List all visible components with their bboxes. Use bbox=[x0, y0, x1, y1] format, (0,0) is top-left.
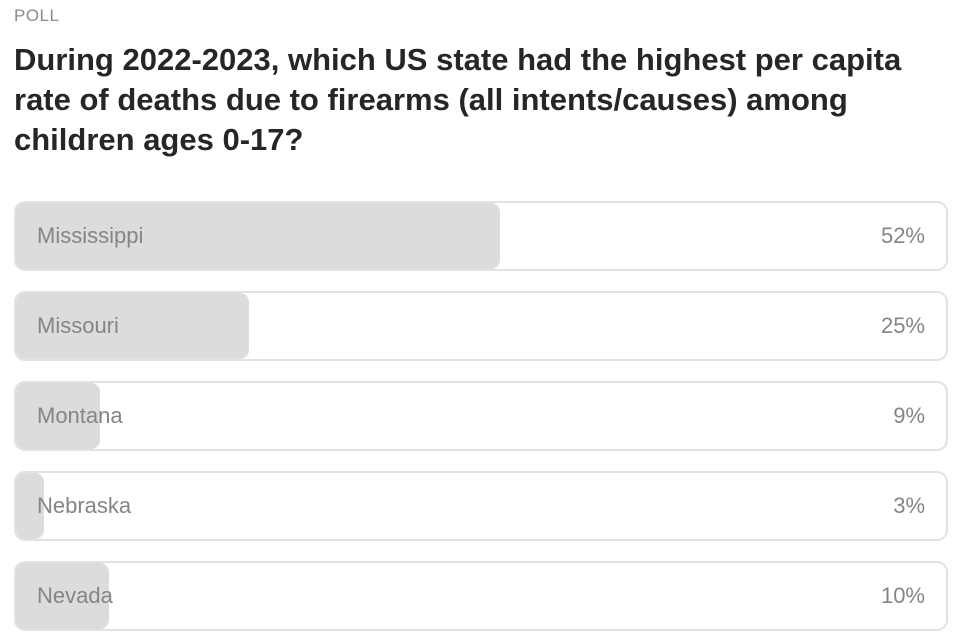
poll-option[interactable]: Missouri 25% bbox=[14, 291, 948, 361]
result-bar bbox=[16, 203, 500, 269]
poll-option[interactable]: Nebraska 3% bbox=[14, 471, 948, 541]
result-bar bbox=[16, 383, 100, 449]
option-name: Missouri bbox=[37, 313, 119, 338]
option-name: Nebraska bbox=[37, 493, 132, 518]
result-bar bbox=[16, 293, 249, 359]
option-percent: 10% bbox=[880, 583, 925, 608]
poll-option[interactable]: Nevada 10% bbox=[14, 561, 948, 631]
poll-question: During 2022-2023, which US state had the… bbox=[14, 42, 902, 157]
option-percent: 52% bbox=[880, 223, 925, 248]
option-name: Montana bbox=[37, 403, 123, 428]
poll-label: POLL bbox=[14, 6, 60, 25]
poll-option[interactable]: Montana 9% bbox=[14, 381, 948, 451]
poll-option[interactable]: Mississippi 52% bbox=[14, 201, 948, 271]
option-name: Nevada bbox=[37, 583, 113, 608]
option-percent: 9% bbox=[893, 403, 925, 428]
result-bar bbox=[16, 473, 44, 539]
option-name: Mississippi bbox=[37, 223, 144, 248]
option-percent: 3% bbox=[893, 493, 925, 518]
result-bar bbox=[16, 563, 109, 629]
option-percent: 25% bbox=[880, 313, 925, 338]
